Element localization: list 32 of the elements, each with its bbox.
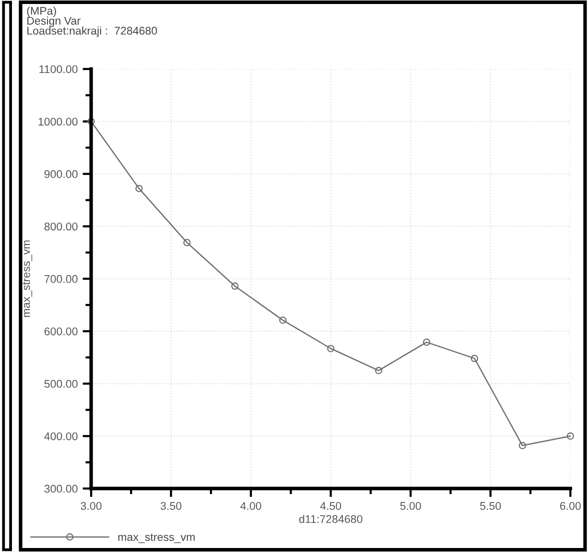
y-axis-title: max_stress_vm [22, 240, 32, 317]
y-tick-label: 500.00 [44, 380, 78, 388]
y-tick-label: 700.00 [44, 275, 78, 283]
x-tick-label: 4.50 [320, 502, 342, 510]
y-tick-label: 800.00 [44, 222, 78, 230]
point [566, 432, 574, 440]
text: (MPa) [27, 6, 56, 17]
y-tick-label: 900.00 [44, 170, 78, 178]
point [327, 344, 334, 352]
x-axis-title: d11:7284680 [299, 514, 362, 524]
y-tick-label: 600.00 [44, 327, 78, 336]
x-tick-label: 5.50 [480, 502, 501, 510]
text: max_stress_vm [118, 534, 195, 544]
x-tick-label: 5.00 [400, 502, 421, 510]
point [374, 366, 382, 374]
y-tick-label: 300.00 [44, 484, 78, 493]
y-tick-label: 400.00 [44, 432, 78, 440]
x-tick-label: 3.50 [160, 502, 182, 510]
point [231, 282, 239, 290]
point [470, 354, 478, 362]
point [135, 184, 143, 192]
x-tick-label: 6.00 [560, 502, 581, 510]
x-tick-label: 4.00 [240, 502, 262, 510]
text: Design Var [27, 16, 80, 27]
point [518, 442, 526, 450]
point [183, 238, 191, 246]
point [422, 338, 430, 346]
y-tick-label: 1100.00 [39, 65, 78, 74]
point [279, 316, 287, 324]
y-tick-label: 1000.00 [38, 118, 78, 126]
x-tick-label: 3.00 [80, 502, 102, 510]
text: Loadset:nakraji : 7284680 [27, 26, 157, 37]
